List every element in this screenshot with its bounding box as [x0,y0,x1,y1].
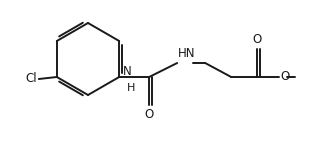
Text: H: H [127,83,135,93]
Text: O: O [145,108,154,121]
Text: Cl: Cl [25,72,37,86]
Text: N: N [123,65,132,78]
Text: O: O [253,33,262,46]
Text: HN: HN [178,47,196,60]
Text: O: O [280,71,290,83]
